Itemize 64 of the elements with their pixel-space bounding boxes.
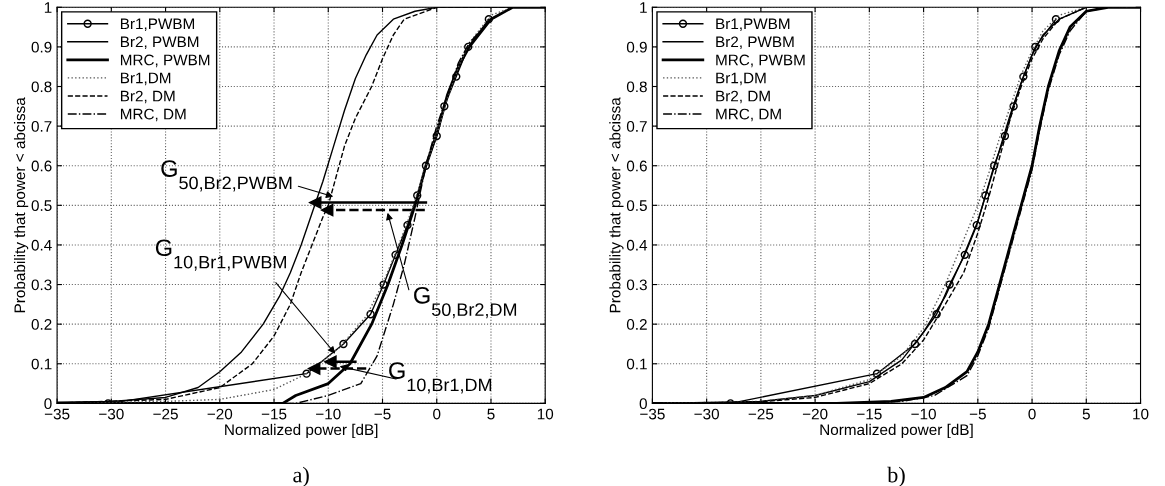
x-tick-label: −35 — [640, 408, 665, 420]
legend-label: Br2, DM — [120, 90, 175, 104]
annotation: G50,Br2,PWBM — [161, 160, 292, 192]
x-tick-label: −35 — [44, 408, 70, 420]
legend-label: Br1,DM — [716, 72, 766, 86]
y-tick-label: 0.4 — [31, 239, 52, 251]
y-tick-label: 0.2 — [31, 319, 52, 330]
x-tick-label: 0 — [433, 408, 441, 420]
y-tick-label: 0.8 — [31, 81, 52, 93]
y-tick-label: 0.5 — [31, 200, 52, 212]
legend-label: Br1,DM — [120, 72, 171, 86]
y-tick-label: 0.4 — [626, 239, 648, 251]
y-tick-label: 0.5 — [626, 200, 647, 212]
legend-label: Br2, DM — [716, 90, 770, 104]
x-tick-label: 5 — [487, 408, 495, 420]
y-tick-label: 0.6 — [31, 160, 52, 172]
legend-label: Br2, PWBM — [716, 36, 794, 50]
x-tick-label: −20 — [802, 408, 828, 420]
y-tick-label: 0.7 — [31, 120, 52, 132]
x-tick-label: −30 — [99, 408, 124, 420]
y-tick-label: 0.3 — [626, 279, 647, 291]
annotation: G10,Br1,DM — [389, 362, 492, 394]
x-tick-label: −5 — [374, 408, 391, 420]
x-tick-label: 0 — [1028, 408, 1036, 420]
x-tick-label: 5 — [1082, 408, 1090, 420]
legend-label: MRC, PWBM — [716, 54, 805, 68]
x-tick-label: 10 — [1133, 408, 1149, 420]
x-axis-title: Normalized power [dB] — [225, 423, 378, 439]
x-axis-title: Normalized power [dB] — [820, 423, 973, 439]
y-tick-label: 0.7 — [626, 120, 647, 132]
y-tick-label: 0.9 — [626, 41, 647, 53]
y-tick-label: 0.6 — [626, 160, 647, 172]
y-tick-label: 0 — [44, 398, 52, 410]
text: b) — [887, 466, 905, 486]
x-tick-label: −30 — [694, 408, 719, 420]
legend-label: Br1,PWBM — [120, 18, 195, 32]
x-tick-label: −25 — [153, 408, 178, 420]
y-axis-title: Probability that power < abcissa — [609, 97, 624, 313]
legend-label: Br2, PWBM — [120, 36, 199, 50]
x-tick-label: −10 — [316, 408, 341, 420]
text: a) — [293, 466, 309, 486]
y-tick-label: 0.3 — [31, 279, 52, 291]
y-tick-label: 1 — [44, 2, 52, 13]
legend-label: Br1,PWBM — [716, 18, 790, 32]
y-tick-label: 1 — [640, 2, 647, 13]
y-tick-label: 0.1 — [626, 358, 647, 370]
y-tick-label: 0.1 — [31, 358, 52, 370]
legend-label: MRC, PWBM — [120, 54, 210, 68]
y-tick-label: 0 — [639, 398, 647, 410]
y-tick-label: 0.2 — [626, 319, 647, 330]
x-tick-label: −20 — [207, 408, 233, 420]
y-axis-title: Probability that power < abcissa — [13, 97, 29, 313]
x-tick-label: −25 — [748, 408, 774, 420]
legend-label: MRC, DM — [716, 108, 781, 122]
x-tick-label: 10 — [537, 408, 554, 420]
y-tick-label: 0.8 — [626, 81, 647, 93]
x-tick-label: −10 — [911, 408, 936, 420]
x-tick-label: −15 — [261, 408, 287, 420]
x-tick-label: −5 — [969, 408, 986, 420]
x-tick-label: −15 — [857, 408, 882, 420]
y-tick-label: 0.9 — [31, 41, 52, 53]
annotation: G10,Br1,PWBM — [155, 239, 286, 271]
legend-label: MRC, DM — [120, 108, 186, 122]
annotation: G50,Br2,DM — [414, 286, 517, 319]
